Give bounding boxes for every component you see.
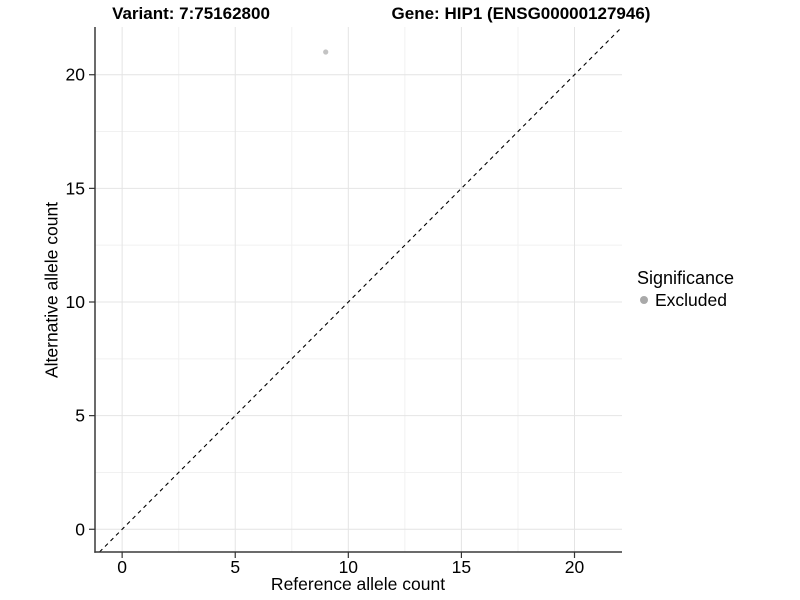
legend-item-excluded: Excluded bbox=[637, 290, 734, 310]
x-axis-title: Reference allele count bbox=[270, 574, 446, 594]
legend-title: Significance bbox=[637, 268, 735, 288]
legend: Significance Excluded bbox=[637, 268, 734, 310]
svg-text:20: 20 bbox=[565, 557, 585, 577]
svg-text:15: 15 bbox=[452, 557, 471, 577]
plot-title-variant: Variant: 7:75162800 bbox=[112, 4, 270, 23]
excluded-point-icon bbox=[640, 296, 648, 304]
legend-item-label: Excluded bbox=[655, 290, 727, 310]
svg-text:10: 10 bbox=[66, 292, 86, 312]
y-axis-title: Alternative allele count bbox=[41, 201, 62, 379]
svg-text:10: 10 bbox=[339, 557, 359, 577]
svg-text:15: 15 bbox=[66, 178, 85, 198]
plot-title-gene: Gene: HIP1 (ENSG00000127946) bbox=[391, 4, 651, 23]
svg-text:5: 5 bbox=[75, 406, 85, 426]
svg-text:5: 5 bbox=[230, 557, 240, 577]
svg-text:0: 0 bbox=[75, 519, 85, 539]
svg-text:0: 0 bbox=[117, 557, 127, 577]
svg-text:20: 20 bbox=[66, 65, 86, 85]
